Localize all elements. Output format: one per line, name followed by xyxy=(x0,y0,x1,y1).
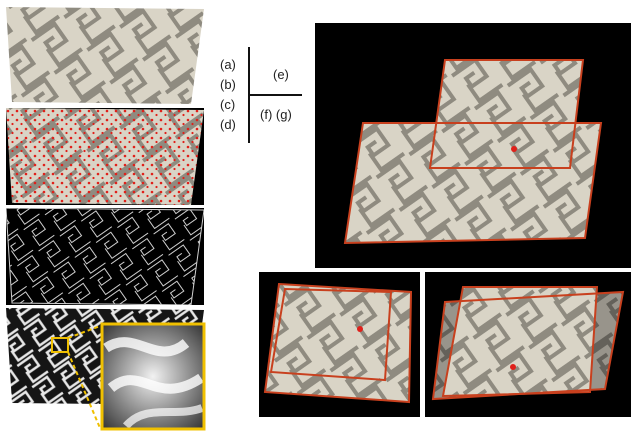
panel-a-input-texture xyxy=(6,7,204,104)
distance-image-d xyxy=(6,308,206,431)
zoom-inset xyxy=(100,322,206,431)
legend-c: (c) xyxy=(220,97,236,112)
registration-image-e xyxy=(343,59,603,245)
fabric-image-b xyxy=(6,108,204,205)
legend-a: (a) xyxy=(220,57,236,72)
panel-f-registration xyxy=(259,272,420,417)
panel-c-edges xyxy=(6,208,204,305)
edge-image-c xyxy=(6,208,204,305)
panel-e-registration xyxy=(315,23,631,268)
panel-b-keypoints xyxy=(6,108,204,205)
fabric-image-a xyxy=(6,7,204,104)
registration-image-f xyxy=(263,282,413,404)
legend-horizontal-divider xyxy=(248,94,302,96)
panel-g-registration xyxy=(425,272,631,417)
registration-image-g xyxy=(431,286,625,401)
legend-e: (e) xyxy=(273,67,289,82)
legend-b: (b) xyxy=(220,77,236,92)
panel-legend: (a) (b) (c) (d) (e) (f) (g) xyxy=(215,45,310,145)
legend-fg: (f) (g) xyxy=(260,107,292,122)
legend-d: (d) xyxy=(220,117,236,132)
panel-d-distance xyxy=(6,308,206,431)
